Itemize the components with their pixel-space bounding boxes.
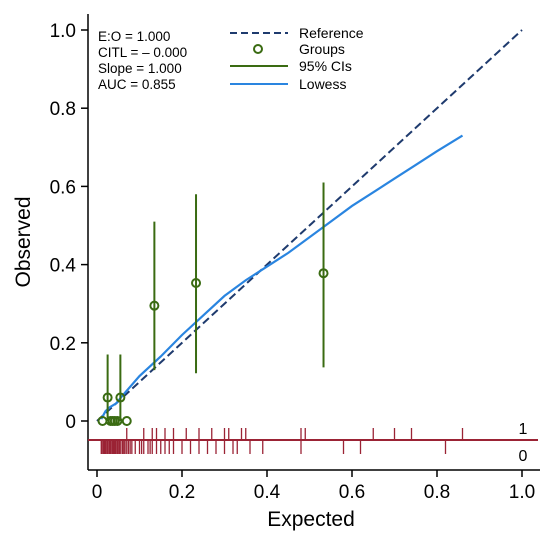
reference-line — [96, 29, 523, 422]
x-tick-label: 0.2 — [169, 482, 195, 503]
x-tick-label: 0.8 — [424, 482, 450, 503]
group-point — [149, 300, 160, 311]
x-tick-label: 0.4 — [254, 482, 281, 503]
group-point — [318, 268, 329, 279]
legend-groups-swatch — [253, 44, 263, 54]
x-tick-label: 0 — [92, 482, 103, 503]
x-tick-label: 0.6 — [339, 482, 365, 503]
y-tick-label: 0.2 — [50, 334, 76, 355]
legend: Reference Groups 95% CIs Lowess — [230, 25, 364, 92]
legend-groups-label: Groups — [299, 41, 345, 57]
stat-eo: E:O = 1.000 — [98, 29, 170, 44]
y-axis-title: Observed — [12, 196, 35, 287]
legend-reference-label: Reference — [299, 25, 364, 41]
y-tick-label: 0.8 — [50, 99, 76, 120]
legend-lowess-label: Lowess — [299, 76, 346, 92]
rug-label-nonevents: 0 — [519, 448, 528, 465]
stat-slope: Slope = 1.000 — [98, 61, 182, 76]
group-point — [112, 416, 123, 426]
y-tick-label: 0 — [65, 412, 76, 433]
x-axis-ticks: 0 0.2 0.4 0.6 0.8 1.0 — [92, 470, 535, 503]
stats-box: E:O = 1.000 CITL = – 0.000 Slope = 1.000… — [98, 29, 187, 92]
x-tick-label: 1.0 — [509, 482, 535, 503]
group-point — [115, 392, 126, 403]
y-axis-ticks: 0 0.2 0.4 0.6 0.8 1.0 — [50, 21, 88, 433]
group-point — [191, 277, 202, 288]
group-point — [102, 392, 113, 403]
rug-label-events: 1 — [519, 421, 528, 438]
x-axis-title: Expected — [267, 508, 355, 531]
legend-ci-label: 95% CIs — [299, 58, 352, 74]
y-tick-label: 0.4 — [50, 256, 77, 277]
rug-plot — [88, 428, 538, 454]
lowess-line — [100, 134, 464, 420]
group-point — [121, 416, 132, 426]
y-tick-label: 0.6 — [50, 177, 76, 198]
stat-auc: AUC = 0.855 — [98, 77, 176, 92]
chart-series — [96, 29, 523, 426]
stat-citl: CITL = – 0.000 — [98, 45, 187, 60]
y-tick-label: 1.0 — [50, 21, 76, 42]
